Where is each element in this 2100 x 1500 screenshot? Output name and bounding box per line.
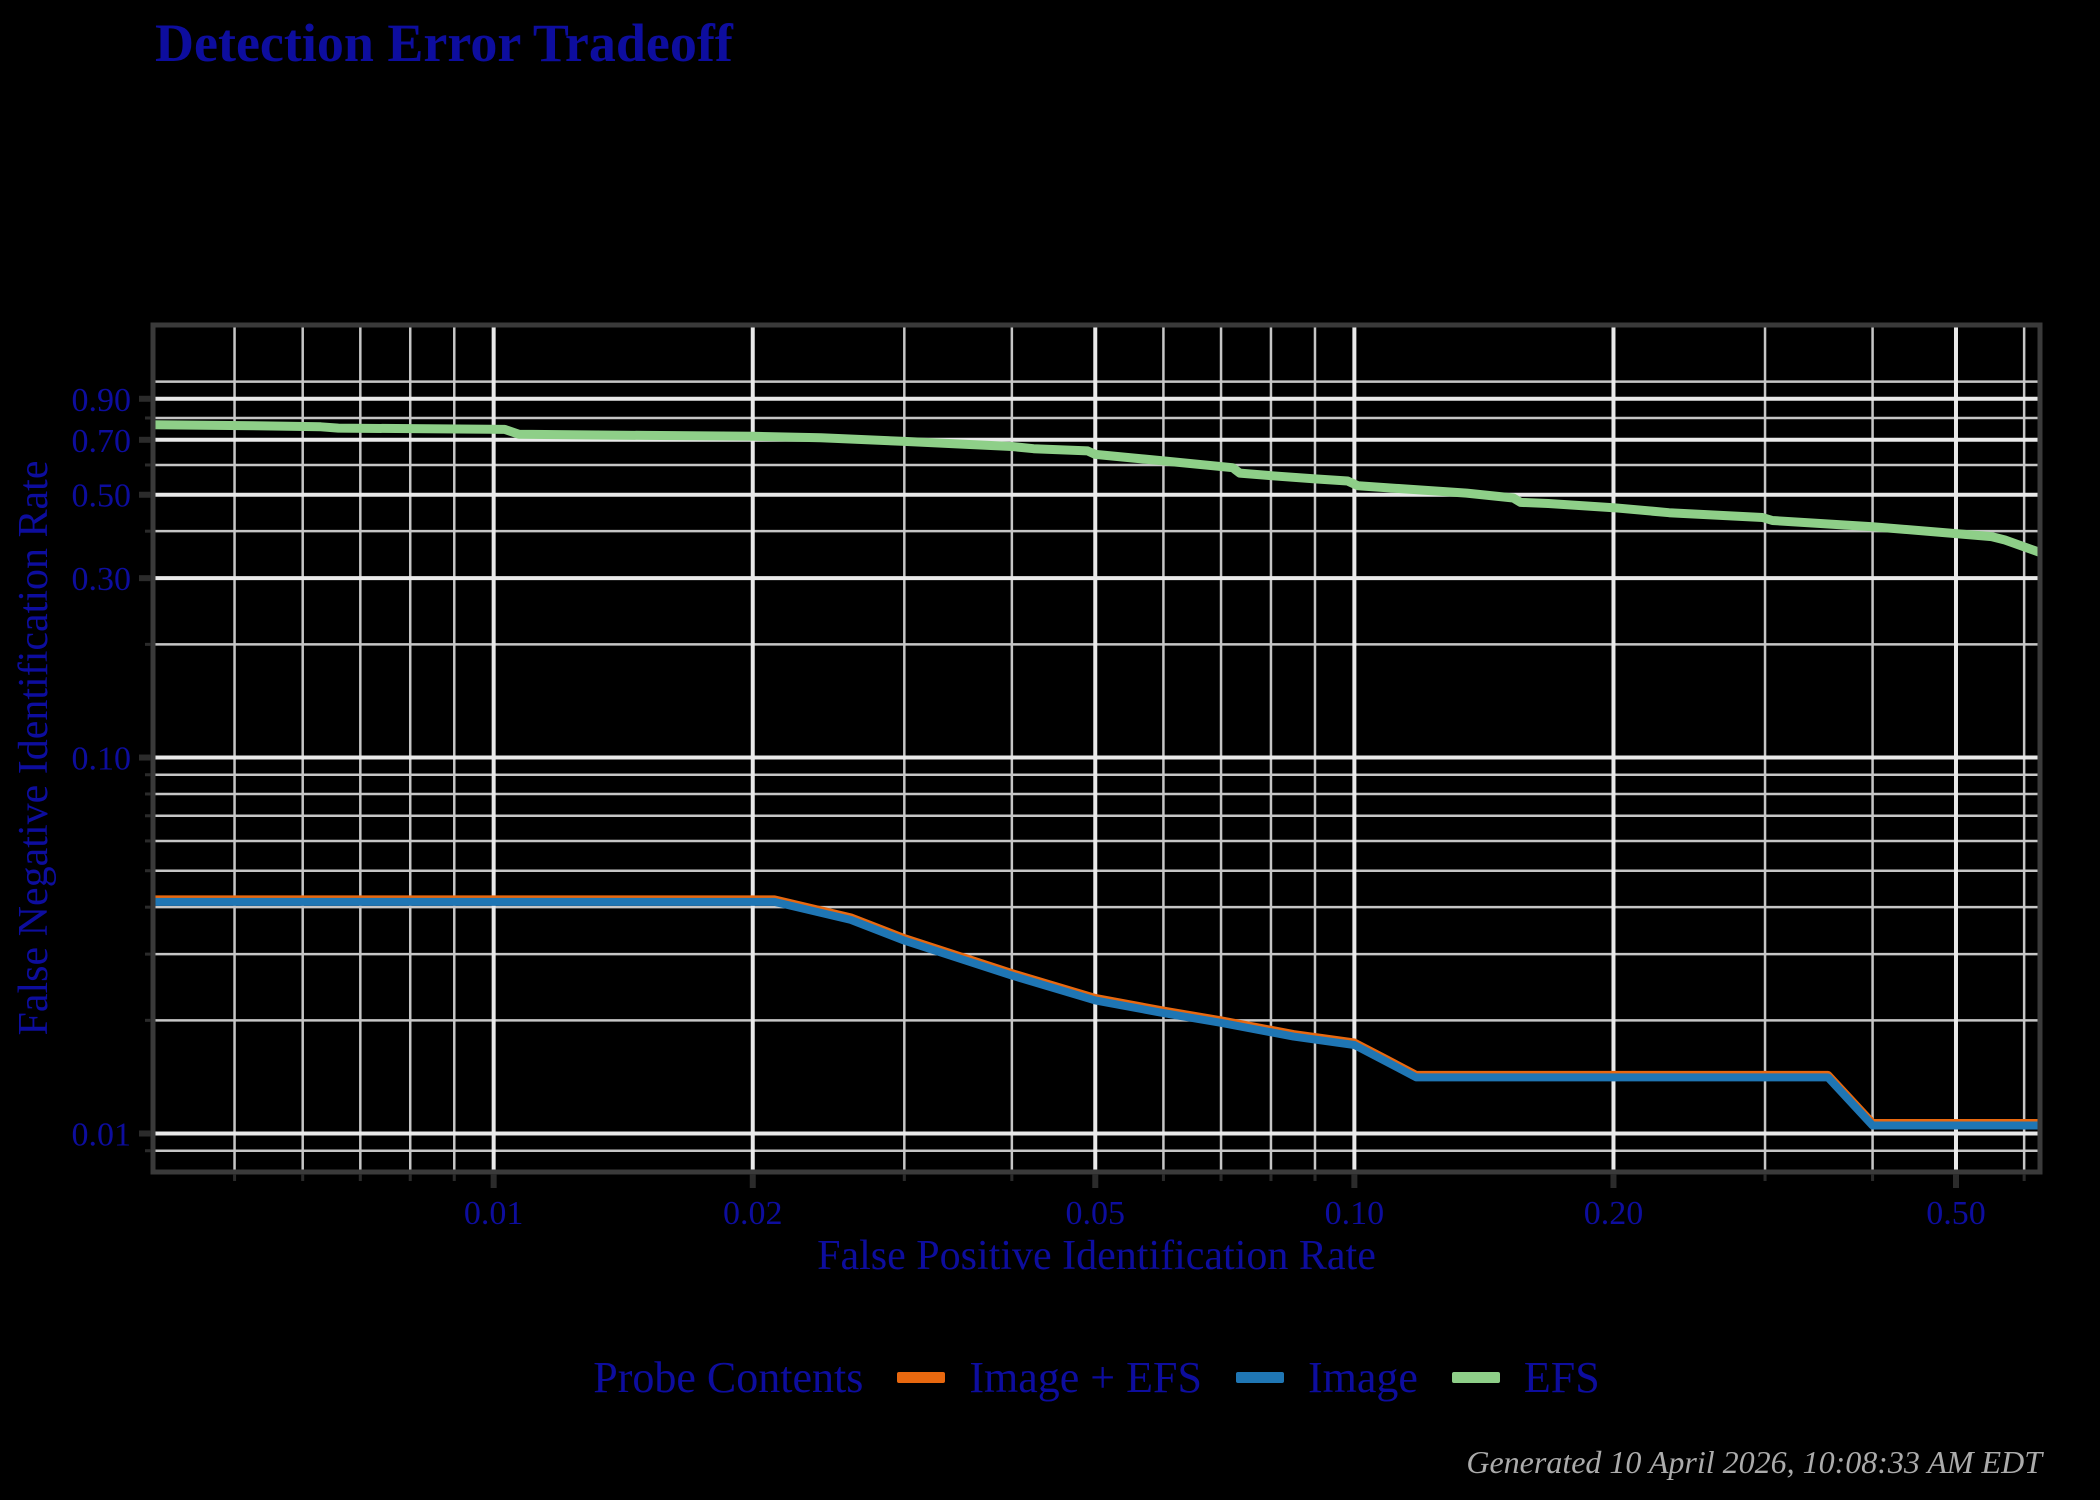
- y-tick-label: 0.30: [72, 561, 132, 598]
- legend: Probe Contents Image + EFS Image EFS: [153, 1352, 2040, 1403]
- grid-major: [153, 325, 2040, 1172]
- legend-title: Probe Contents: [593, 1353, 864, 1402]
- legend-label-efs: EFS: [1523, 1353, 1600, 1402]
- x-axis-title: False Positive Identification Rate: [817, 1233, 1376, 1279]
- legend-item-image: Image: [1235, 1352, 1418, 1403]
- legend-label-image: Image: [1307, 1353, 1418, 1402]
- generated-timestamp: Generated 10 April 2026, 10:08:33 AM EDT: [1466, 1444, 2042, 1480]
- x-tick-label: 0.20: [1584, 1195, 1644, 1232]
- x-tick-label: 0.05: [1066, 1195, 1126, 1232]
- series-lines: [152, 420, 2042, 1130]
- y-tick-label: 0.90: [72, 382, 132, 419]
- y-tick-label: 0.01: [72, 1117, 132, 1154]
- legend-swatch-image: [1235, 1372, 1284, 1383]
- legend-swatch-efs: [1451, 1372, 1500, 1383]
- legend-item-efs: EFS: [1451, 1352, 1600, 1403]
- legend-label-image-efs: Image + EFS: [969, 1353, 1202, 1402]
- plot-border: [150, 322, 2043, 1175]
- tick-labels: 0.01 0.02 0.05 0.10 0.20 0.50 0.90 0.70 0.50 0.30…: [72, 382, 1986, 1232]
- x-tick-label: 0.50: [1926, 1195, 1986, 1232]
- x-tick-label: 0.02: [723, 1195, 783, 1232]
- y-tick-label: 0.70: [72, 423, 132, 460]
- legend-swatch-image-efs: [897, 1372, 946, 1383]
- x-tick-label: 0.01: [464, 1195, 524, 1232]
- chart-title: Detection Error Tradeoff: [155, 13, 733, 73]
- axis-ticks: [139, 395, 2026, 1188]
- x-tick-label: 0.10: [1325, 1195, 1385, 1232]
- series-line-efs: [152, 420, 2042, 557]
- y-tick-label: 0.50: [72, 478, 132, 515]
- y-axis-title: False Negative Identification Rate: [11, 460, 57, 1036]
- series-line-image: [153, 897, 2040, 1130]
- legend-item-image-efs: Image + EFS: [897, 1352, 1202, 1403]
- y-tick-label: 0.10: [72, 741, 132, 778]
